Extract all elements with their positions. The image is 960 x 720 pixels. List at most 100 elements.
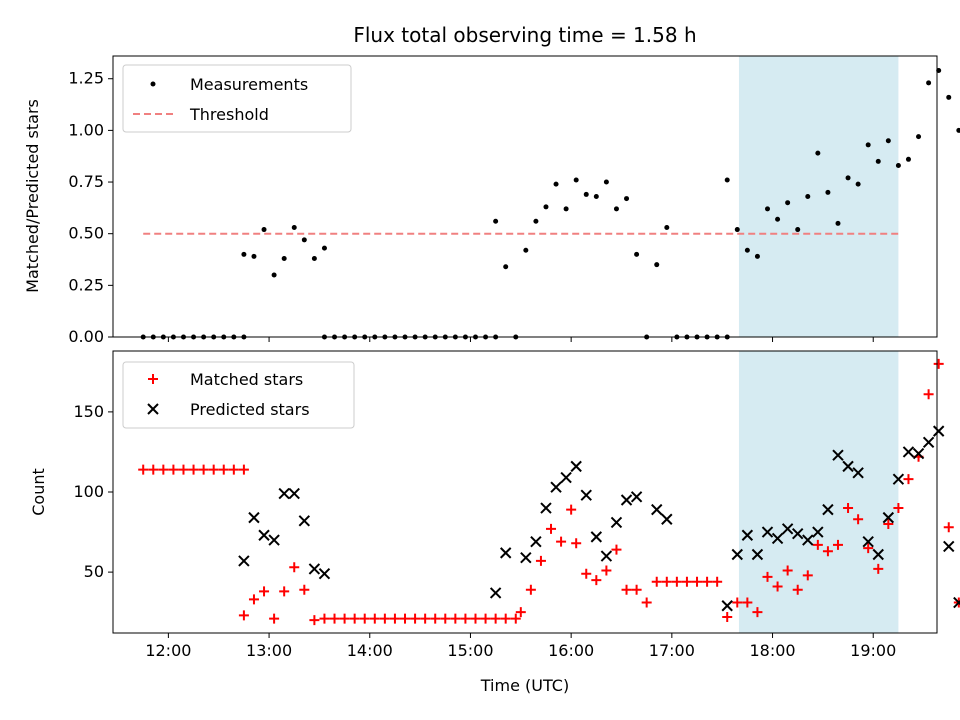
- bottom-y-tick-label: 150: [73, 402, 104, 421]
- predicted-star-point: [580, 489, 592, 501]
- predicted-star-point: [248, 511, 260, 524]
- matched-star-point: [535, 555, 546, 566]
- measurement-point: [573, 177, 579, 183]
- matched-star-point: [893, 503, 904, 514]
- matched-star-point: [369, 613, 380, 624]
- legend-marker-predicted: [147, 403, 159, 415]
- predicted-star-point: [822, 503, 834, 516]
- x-axis-label: Time (UTC): [480, 676, 569, 695]
- matched-star-point: [259, 586, 270, 597]
- matched-star-point: [621, 584, 632, 595]
- top-y-tick-label: 1.00: [68, 120, 104, 139]
- matched-star-point: [168, 464, 179, 475]
- matched-star-point: [138, 464, 149, 475]
- matched-star-point: [500, 613, 511, 624]
- predicted-star-point: [872, 548, 884, 561]
- measurement-point: [956, 127, 960, 133]
- top-y-tick-label: 0.75: [68, 172, 104, 191]
- matched-star-point: [510, 613, 521, 624]
- matched-star-point: [329, 613, 340, 624]
- measurement-point: [664, 224, 670, 230]
- measurement-point: [855, 181, 861, 187]
- matched-star-point: [943, 522, 954, 533]
- predicted-star-point: [258, 529, 270, 541]
- matched-star-point: [671, 576, 682, 587]
- predicted-star-point: [792, 527, 804, 540]
- measurement-point: [563, 206, 569, 212]
- measurement-point: [251, 253, 257, 259]
- measurement-point: [754, 253, 760, 259]
- matched-star-point: [349, 613, 360, 624]
- matched-star-point: [832, 539, 843, 550]
- matched-star-point: [702, 576, 713, 587]
- matched-star-point: [812, 539, 823, 550]
- matched-star-point: [158, 464, 169, 475]
- matched-star-point: [556, 536, 567, 547]
- matched-star-point: [822, 546, 833, 557]
- predicted-star-point: [943, 540, 955, 553]
- matched-star-point: [450, 613, 461, 624]
- matched-star-point: [218, 464, 229, 475]
- matched-star-point: [742, 597, 753, 608]
- predicted-star-point: [238, 555, 250, 567]
- predicted-star-point: [278, 487, 290, 500]
- measurement-point: [785, 200, 791, 206]
- predicted-star-point: [550, 481, 562, 493]
- predicted-star-point: [741, 529, 754, 541]
- bottom-x-tick-label: 12:00: [145, 641, 191, 660]
- predicted-star-point: [590, 531, 603, 543]
- predicted-star-point: [922, 436, 935, 449]
- matched-star-point: [863, 543, 874, 554]
- matched-star-point: [420, 613, 431, 624]
- matched-star-point: [571, 538, 582, 549]
- matched-star-point: [480, 613, 491, 624]
- matched-star-point: [188, 464, 199, 475]
- matched-star-point: [238, 464, 249, 475]
- top-legend-box: [122, 64, 352, 133]
- measurement-point: [603, 179, 609, 185]
- measurement-point: [885, 138, 891, 144]
- matched-star-point: [339, 613, 350, 624]
- predicted-star-point: [570, 460, 582, 473]
- measurement-point: [593, 194, 599, 199]
- predicted-star-point: [812, 526, 824, 538]
- measurement-point: [724, 177, 730, 183]
- predicted-star-point: [842, 460, 854, 473]
- bottom-x-tick-label: 15:00: [447, 641, 493, 660]
- bottom-x-tick-label: 18:00: [749, 641, 795, 660]
- bottom-y-tick-label: 100: [73, 482, 104, 501]
- top-plot-frame: [112, 55, 938, 338]
- predicted-star-point: [932, 425, 945, 437]
- predicted-star-point: [610, 516, 623, 529]
- matched-star-point: [843, 503, 854, 514]
- measurement-point: [825, 189, 831, 195]
- predicted-star-point: [832, 449, 844, 461]
- predicted-star-point: [318, 568, 331, 580]
- predicted-star-point: [761, 526, 774, 538]
- matched-star-point: [661, 576, 672, 587]
- matched-star-point: [883, 519, 894, 530]
- matched-star-point: [289, 562, 300, 573]
- predicted-star-point: [520, 551, 532, 564]
- measurement-point: [946, 94, 952, 100]
- matched-star-point: [319, 613, 330, 624]
- matched-star-point: [752, 607, 763, 618]
- matched-star-point: [430, 613, 441, 624]
- matched-star-point: [933, 358, 944, 369]
- top-y-axis-label: Matched/Predicted stars: [23, 99, 42, 293]
- matched-star-point: [762, 571, 773, 582]
- measurement-point: [241, 251, 247, 257]
- matched-star-point: [581, 568, 592, 579]
- measurement-point: [895, 163, 901, 169]
- predicted-star-point: [661, 513, 673, 525]
- measurement-point: [835, 220, 841, 226]
- bottom-plot-frame: [112, 350, 938, 634]
- matched-star-point: [178, 464, 189, 475]
- measurement-point: [905, 156, 911, 162]
- matched-star-point: [279, 586, 290, 597]
- predicted-star-point: [731, 548, 744, 561]
- bottom-x-tick-label: 14:00: [347, 641, 393, 660]
- measurement-point: [261, 227, 267, 233]
- measurement-point: [805, 194, 811, 199]
